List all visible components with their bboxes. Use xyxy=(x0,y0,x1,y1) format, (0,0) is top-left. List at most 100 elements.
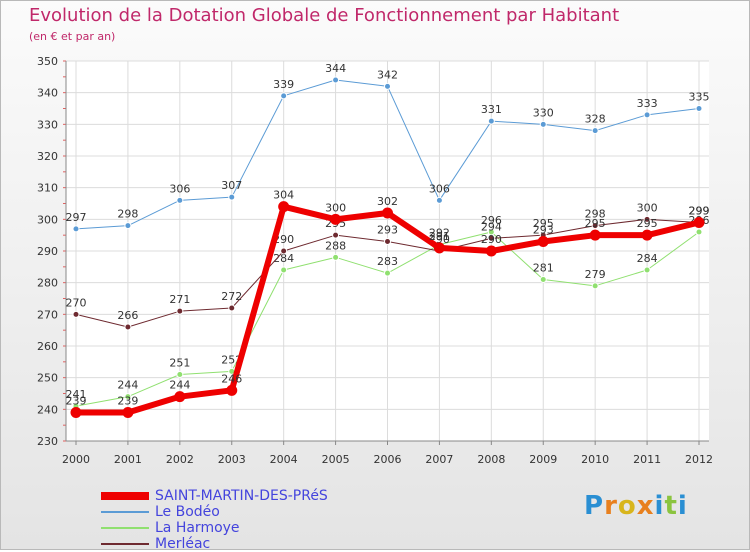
data-label-saint-martin-des-pr-s: 300 xyxy=(325,201,346,214)
y-tick-label: 230 xyxy=(37,435,58,448)
y-tick-label: 260 xyxy=(37,340,58,353)
x-tick-label: 2006 xyxy=(374,453,402,466)
data-label-le-bod-o: 339 xyxy=(273,78,294,91)
point-la-harmoye xyxy=(695,228,703,236)
y-tick-label: 340 xyxy=(37,87,58,100)
y-tick-label: 330 xyxy=(37,118,58,131)
point-la-harmoye xyxy=(176,371,184,378)
legend-item-saint-martin: SAINT-MARTIN-DES-PRéS xyxy=(101,488,401,504)
point-merl-ac xyxy=(384,238,391,245)
data-label-le-bod-o: 344 xyxy=(325,62,346,75)
point-saint-martin-des-pr-s xyxy=(122,407,134,418)
x-tick-label: 2000 xyxy=(62,453,90,466)
x-tick-label: 2009 xyxy=(529,453,557,466)
data-label-le-bod-o: 328 xyxy=(585,113,606,126)
data-label-merl-ac: 300 xyxy=(637,201,658,214)
legend-swatch-la-harmoye xyxy=(101,527,149,529)
point-le-bod-o xyxy=(124,222,132,230)
data-label-saint-martin-des-pr-s: 295 xyxy=(585,217,606,230)
point-le-bod-o xyxy=(176,196,184,204)
data-label-saint-martin-des-pr-s: 246 xyxy=(221,372,242,385)
data-label-la-harmoye: 241 xyxy=(66,388,87,401)
y-tick-label: 350 xyxy=(37,55,58,68)
data-label-la-harmoye: 288 xyxy=(325,239,346,252)
data-label-le-bod-o: 342 xyxy=(377,68,398,81)
x-tick-label: 2005 xyxy=(322,453,350,466)
point-saint-martin-des-pr-s xyxy=(693,217,705,228)
x-tick-label: 2001 xyxy=(114,453,142,466)
data-label-la-harmoye: 251 xyxy=(169,357,190,370)
point-le-bod-o xyxy=(72,225,80,233)
point-le-bod-o xyxy=(332,76,340,84)
chart-subtitle: (en € et par an) xyxy=(29,30,116,43)
data-label-le-bod-o: 307 xyxy=(221,179,242,192)
point-la-harmoye xyxy=(539,276,547,283)
data-label-saint-martin-des-pr-s: 290 xyxy=(481,233,502,246)
data-label-le-bod-o: 306 xyxy=(429,182,450,195)
point-le-bod-o xyxy=(228,193,236,201)
data-label-merl-ac: 271 xyxy=(169,293,190,306)
point-le-bod-o xyxy=(591,127,599,135)
data-label-la-harmoye: 283 xyxy=(377,255,398,268)
point-merl-ac xyxy=(332,231,340,239)
data-label-merl-ac: 270 xyxy=(66,296,87,309)
point-la-harmoye xyxy=(643,266,651,274)
data-label-merl-ac: 298 xyxy=(585,208,606,221)
y-tick-label: 280 xyxy=(37,277,58,290)
point-saint-martin-des-pr-s xyxy=(174,391,186,403)
data-label-merl-ac: 272 xyxy=(221,290,242,303)
data-label-saint-martin-des-pr-s: 239 xyxy=(66,395,87,408)
data-label-merl-ac: 299 xyxy=(689,205,710,218)
point-saint-martin-des-pr-s xyxy=(330,213,342,225)
data-label-la-harmoye: 292 xyxy=(429,227,450,240)
legend-label-le-bodeo: Le Bodéo xyxy=(155,504,220,520)
x-tick-label: 2004 xyxy=(270,453,298,466)
point-le-bod-o xyxy=(435,196,443,204)
point-saint-martin-des-pr-s xyxy=(70,407,82,418)
point-saint-martin-des-pr-s xyxy=(382,207,393,219)
y-tick-label: 240 xyxy=(37,403,58,416)
point-merl-ac xyxy=(72,310,80,318)
y-tick-label: 250 xyxy=(37,372,58,385)
data-label-la-harmoye: 281 xyxy=(533,262,554,275)
data-label-le-bod-o: 306 xyxy=(169,182,190,195)
x-tick-label: 2003 xyxy=(218,453,246,466)
point-merl-ac xyxy=(591,222,599,230)
point-la-harmoye xyxy=(591,282,599,290)
point-saint-martin-des-pr-s xyxy=(641,229,653,241)
point-merl-ac xyxy=(487,234,495,242)
point-saint-martin-des-pr-s xyxy=(226,384,238,396)
point-merl-ac xyxy=(643,215,651,223)
point-merl-ac xyxy=(176,307,184,315)
point-la-harmoye xyxy=(332,253,340,261)
legend-label-la-harmoye: La Harmoye xyxy=(155,520,240,536)
point-le-bod-o xyxy=(643,111,651,119)
y-tick-label: 290 xyxy=(37,245,58,258)
point-merl-ac xyxy=(124,323,132,331)
data-label-la-harmoye: 244 xyxy=(117,379,138,392)
data-label-le-bod-o: 331 xyxy=(481,103,502,116)
y-tick-label: 300 xyxy=(37,213,58,226)
point-saint-martin-des-pr-s xyxy=(485,245,497,257)
x-tick-label: 2008 xyxy=(477,453,505,466)
chart-title: Evolution de la Dotation Globale de Fonc… xyxy=(29,5,620,26)
legend-swatch-le-bodeo xyxy=(101,511,149,513)
x-tick-label: 2010 xyxy=(581,453,609,466)
point-le-bod-o xyxy=(539,120,547,128)
point-saint-martin-des-pr-s xyxy=(589,229,601,241)
data-label-la-harmoye: 284 xyxy=(273,252,294,265)
x-tick-label: 2002 xyxy=(166,453,194,466)
y-tick-label: 320 xyxy=(37,150,58,163)
data-label-le-bod-o: 298 xyxy=(117,208,138,221)
point-la-harmoye xyxy=(124,393,132,401)
legend: SAINT-MARTIN-DES-PRéS Le Bodéo La Harmoy… xyxy=(101,488,401,552)
point-saint-martin-des-pr-s xyxy=(433,242,445,254)
data-label-le-bod-o: 335 xyxy=(689,91,710,104)
data-label-saint-martin-des-pr-s: 299 xyxy=(689,205,710,218)
legend-item-le-bodeo: Le Bodéo xyxy=(101,504,401,520)
data-label-le-bod-o: 297 xyxy=(66,211,87,224)
data-label-la-harmoye: 284 xyxy=(637,252,658,265)
data-label-le-bod-o: 330 xyxy=(533,106,554,119)
